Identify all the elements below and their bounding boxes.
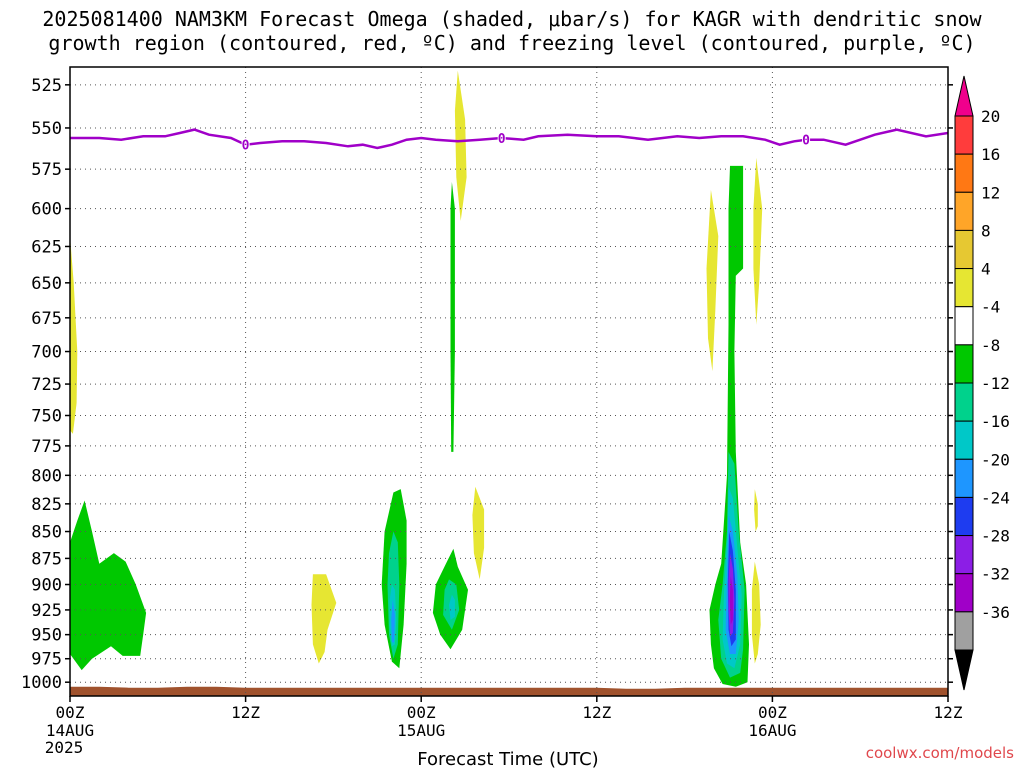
- freezing-level-label: 0: [498, 132, 506, 147]
- x-tick-label: 12Z: [582, 703, 611, 722]
- freezing-label-bg: [802, 132, 811, 147]
- omega-region-neg28: [729, 576, 733, 625]
- y-tick-label: 875: [31, 549, 62, 569]
- watermark: coolwx.com/models: [865, 744, 1014, 762]
- omega-region-neg16: [391, 599, 395, 643]
- y-tick-label: 550: [31, 119, 62, 139]
- colorbar-cell: [954, 191, 974, 231]
- plot-clip-group: 0 0 0: [70, 67, 948, 696]
- x-tick-year: 2025: [45, 738, 84, 757]
- freezing-label-bg: [241, 137, 250, 152]
- colorbar-label: 8: [981, 221, 991, 240]
- x-tick-label: 12Z: [934, 703, 963, 722]
- colorbar-cell: [954, 573, 974, 613]
- x-tick-label: 00Z: [56, 703, 85, 722]
- chart-title-line-2: growth region (contoured, red, ºC) and f…: [48, 31, 976, 55]
- colorbar-label: 12: [981, 183, 1000, 202]
- x-tick-date: 15AUG: [397, 721, 445, 740]
- y-tick-label: 800: [31, 466, 62, 486]
- y-tick-label: 700: [31, 343, 62, 363]
- freezing-label-bg: [497, 131, 506, 146]
- colorbar-arrow-bottom: [954, 649, 974, 691]
- omega-region-pos4: [754, 489, 758, 532]
- colorbar-cell: [954, 268, 974, 308]
- y-tick-label: 750: [31, 406, 62, 426]
- y-tick-label: 675: [31, 309, 62, 329]
- colorbar-cell: [954, 115, 974, 155]
- y-tick-label: 775: [31, 437, 62, 457]
- colorbar-label: -4: [981, 298, 1000, 317]
- colorbar-label: 20: [981, 107, 1000, 126]
- colorbar-label: -24: [981, 488, 1010, 507]
- x-tick-label: 00Z: [758, 703, 787, 722]
- omega-region-pos4: [454, 70, 467, 221]
- colorbar-cell: [954, 306, 974, 346]
- colorbar-cell: [954, 420, 974, 460]
- axes: 525 550 575 600 625 650 675 700 725 750 775 800 825 8…: [21, 66, 963, 757]
- omega-region-pos4: [706, 189, 719, 372]
- colorbar-cell: [954, 458, 974, 498]
- colorbar-cell: [954, 382, 974, 422]
- y-tick-label: 525: [31, 76, 62, 96]
- chart-title-line-1: 2025081400 NAM3KM Forecast Omega (shaded…: [42, 7, 982, 31]
- plot-area: 0 0 0: [70, 67, 948, 696]
- x-tick-date: 14AUG: [46, 721, 94, 740]
- omega-region-pos4: [751, 561, 761, 664]
- freezing-level-line: [70, 128, 948, 150]
- colorbar-cell: [954, 344, 974, 384]
- x-axis-label: Forecast Time (UTC): [417, 749, 598, 768]
- y-tick-label: 950: [31, 626, 62, 646]
- x-tick-label: 00Z: [407, 703, 436, 722]
- plot-frame: [69, 66, 949, 697]
- omega-region-neg4: [70, 500, 147, 671]
- y-tick-label: 1000: [21, 673, 62, 693]
- y-tick-label: 975: [31, 650, 62, 670]
- y-tick-label: 600: [31, 200, 62, 220]
- x-tick-date: 16AUG: [748, 721, 796, 740]
- colorbar-cell: [954, 535, 974, 575]
- colorbar-arrow-top: [954, 75, 974, 117]
- omega-region-pos4: [753, 157, 763, 325]
- ground-surface: [70, 686, 948, 696]
- y-tick-label: 825: [31, 495, 62, 515]
- colorbar-label: -20: [981, 450, 1010, 469]
- y-tick-label: 575: [31, 160, 62, 180]
- omega-region-neg4: [450, 182, 455, 452]
- colorbar-cell: [954, 496, 974, 537]
- colorbar-cell: [954, 611, 974, 651]
- colorbar-label: -16: [981, 412, 1010, 431]
- colorbar-cell: [954, 153, 974, 193]
- y-tick-label: 725: [31, 375, 62, 395]
- freezing-level-label: 0: [242, 139, 250, 154]
- colorbar-label: 16: [981, 145, 1000, 164]
- colorbar-label: -8: [981, 336, 1000, 355]
- omega-region-pos4: [472, 486, 485, 580]
- omega-region-neg12: [449, 594, 455, 620]
- colorbar-label: -36: [981, 603, 1010, 622]
- colorbar-label: 4: [981, 260, 991, 279]
- freezing-level-label: 0: [802, 134, 810, 149]
- y-tick-label: 625: [31, 237, 62, 257]
- omega-region-pos4: [311, 574, 337, 664]
- y-tick-label: 900: [31, 576, 62, 596]
- colorbar-label: -12: [981, 374, 1010, 393]
- colorbar-label: -28: [981, 527, 1010, 546]
- colorbar-label: -32: [981, 565, 1010, 584]
- y-tick-label: 925: [31, 601, 62, 621]
- y-tick-label: 650: [31, 274, 62, 294]
- x-tick-label: 12Z: [231, 703, 260, 722]
- omega-region-pos4: [70, 236, 78, 434]
- colorbar: 20 16 12 8 4 -4 -8 -12 -16 -20 -24 -28 -32 -36: [954, 75, 1010, 691]
- colorbar-cell: [954, 229, 974, 270]
- y-tick-label: 850: [31, 523, 62, 543]
